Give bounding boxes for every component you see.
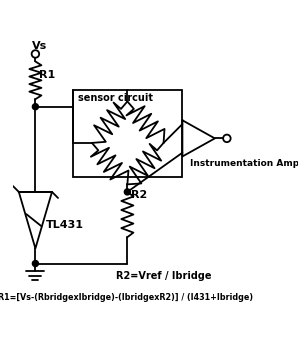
Circle shape [32,104,38,110]
Text: R2: R2 [131,190,148,200]
Circle shape [124,189,131,195]
Bar [73,90,182,177]
Text: Instrumentation Amp: Instrumentation Amp [190,159,298,167]
Text: sensor circuit: sensor circuit [77,93,153,103]
Text: TL431: TL431 [46,220,84,230]
Text: R1=[Vs-(RbridgexIbridge)-(IbridgexR2)] / (I431+Ibridge): R1=[Vs-(RbridgexIbridge)-(IbridgexR2)] /… [0,293,253,302]
Circle shape [32,261,38,267]
Text: Vs: Vs [32,41,48,51]
Text: R1: R1 [39,70,55,80]
Text: R2=Vref / Ibridge: R2=Vref / Ibridge [116,271,211,280]
